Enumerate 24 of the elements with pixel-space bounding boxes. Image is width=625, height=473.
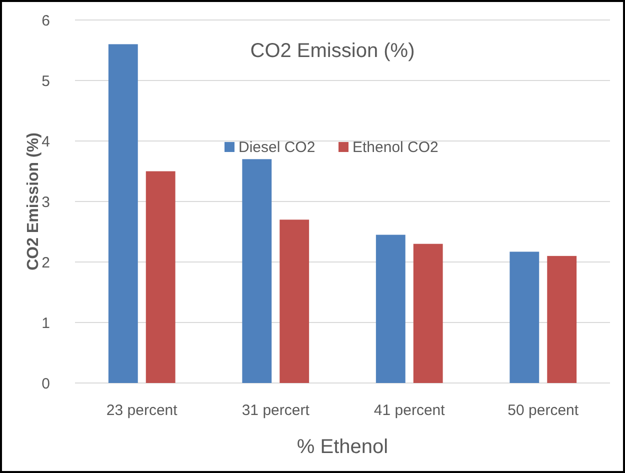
text: CO2 Emission (%) — [250, 40, 415, 62]
legend-label: Ethenol CO2 — [352, 139, 438, 156]
y-tick-label: 2 — [42, 254, 50, 272]
y-tick-label: 4 — [42, 133, 50, 150]
x-axis-title: % Ethenol — [296, 436, 388, 458]
x-tick-label: 50 percent — [508, 402, 580, 419]
bar — [510, 252, 540, 383]
bar — [146, 171, 176, 383]
y-tick-label: 6 — [42, 12, 50, 30]
y-tick-label: 0 — [42, 375, 50, 392]
x-tick-label: 23 percent — [106, 402, 178, 419]
bar — [413, 244, 443, 383]
legend-label: Diesel CO2 — [238, 139, 316, 156]
bar — [242, 159, 272, 383]
bar — [547, 256, 577, 383]
y-axis-title: CO2 Emission (%) — [25, 132, 42, 270]
bar — [280, 220, 310, 383]
y-tick-label: 5 — [42, 72, 50, 90]
y-tick-label: 1 — [42, 314, 50, 332]
bar — [376, 234, 406, 383]
y-tick-label: 3 — [42, 194, 50, 211]
x-tick-label: 31 percert — [242, 402, 310, 419]
bar — [108, 44, 138, 383]
x-tick-label: 41 percent — [374, 402, 446, 419]
